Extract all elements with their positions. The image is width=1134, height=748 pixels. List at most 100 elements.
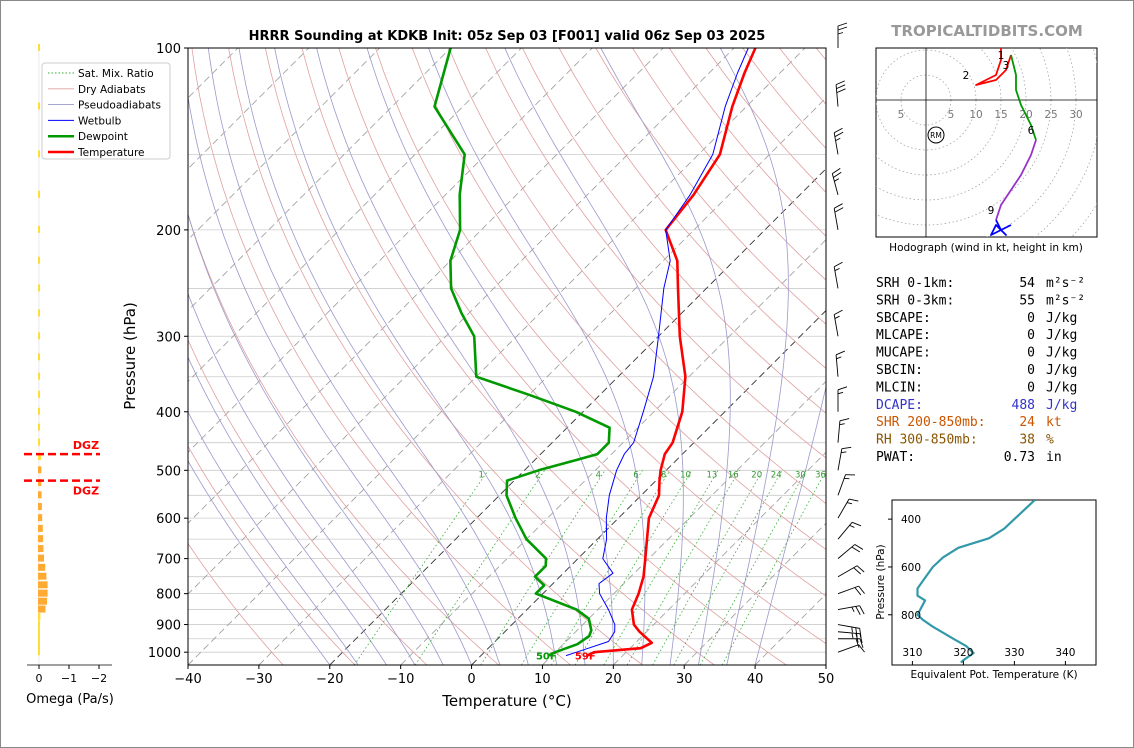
pseudoadiabat-line <box>207 48 501 665</box>
wind-barb <box>837 585 865 596</box>
wind-barb <box>837 498 859 519</box>
legend-label: Wetbulb <box>78 115 122 127</box>
hodo-marker-rm <box>927 126 945 144</box>
pseudoadiabat-line <box>719 48 789 665</box>
isotherm-line <box>188 48 522 383</box>
watermark: TROPICALTIDBITS.COM <box>891 22 1083 40</box>
hodo-trace <box>995 139 1037 221</box>
pseudoadiabat-line <box>504 48 684 665</box>
mixing-ratio-label: 1 <box>478 471 483 481</box>
index-value: 54 <box>1019 276 1035 291</box>
theta-x-tick-label: 310 <box>902 647 922 659</box>
wind-barb-flag <box>835 80 845 86</box>
wind-barb-half-flag <box>839 423 845 426</box>
dry-adiabat-line <box>188 445 356 665</box>
theta-e-xlabel: Equivalent Pot. Temperature (K) <box>910 669 1077 681</box>
wind-barb-half-flag <box>851 606 855 612</box>
y-tick-label: 900 <box>156 619 181 634</box>
wind-barb-shaft <box>837 644 859 653</box>
index-label: MLCIN: <box>876 380 923 395</box>
mixing-ratio-line <box>673 470 783 665</box>
wind-barb <box>837 631 863 643</box>
omega-bar <box>38 372 40 380</box>
y-tick-label: 200 <box>156 224 181 239</box>
hodo-ring-label: 25 <box>1044 109 1057 121</box>
hodo-ring-label: 5 <box>898 109 905 121</box>
wind-barb-flag <box>851 546 861 553</box>
mixing-ratio-label: 30 <box>795 471 806 481</box>
wind-barb-flag <box>855 627 858 638</box>
wind-barb <box>837 605 865 615</box>
omega-bar <box>38 620 40 628</box>
theta-x-tick-label: 340 <box>1055 647 1075 659</box>
pseudoadiabat-line <box>188 292 416 665</box>
legend-label: Temperature <box>77 147 145 159</box>
theta-e-panel: 310 320 330 340 400 600 800 <box>888 499 1097 666</box>
x-tick-label: −10 <box>387 672 414 687</box>
index-unit: m²s⁻² <box>1046 293 1085 308</box>
pseudoadiabat-line <box>188 94 472 665</box>
wind-barb-flag <box>835 350 845 356</box>
wind-barb <box>833 127 844 155</box>
wind-barb-flag <box>837 22 848 27</box>
omega-panel: 0 −1 −2 DGZ DGZ <box>24 44 112 685</box>
wind-barb-half-flag <box>844 477 850 480</box>
index-unit: J/kg <box>1046 311 1077 326</box>
x-tick-label: −20 <box>316 672 343 687</box>
isotherm-line <box>188 48 806 665</box>
dgz-bottom-label: DGZ <box>73 485 99 498</box>
wind-barb <box>837 418 850 443</box>
hodo-height-label: 9 <box>988 205 995 217</box>
wind-barb-flag <box>836 84 846 90</box>
wind-barb-shaft <box>837 420 841 443</box>
omega-bar <box>38 150 40 158</box>
theta-e-ylabel: Pressure (hPa) <box>875 544 887 619</box>
index-value: 0 <box>1027 380 1035 395</box>
hodo-height-label: 3 <box>1003 60 1010 72</box>
wind-barb-flag <box>858 644 865 653</box>
isotherm-line <box>188 48 380 241</box>
wind-barb-half-flag <box>846 502 853 505</box>
x-tick-label: 40 <box>747 672 764 687</box>
dgz-top-label: DGZ <box>73 439 99 452</box>
omega-bar <box>38 102 40 110</box>
wind-barb-flag <box>859 605 865 615</box>
dry-adiabat-line <box>522 48 826 414</box>
index-label: SBCAPE: <box>876 311 931 326</box>
dry-adiabat-line <box>375 48 826 597</box>
wind-barb-half-flag <box>837 391 844 395</box>
mixing-ratio-label: 8 <box>661 471 666 481</box>
hodo-trace <box>975 48 1012 86</box>
wind-barb-flag <box>836 88 846 94</box>
series-wetbulb-line <box>565 48 749 657</box>
index-unit: % <box>1046 433 1054 448</box>
index-label: SHR 200-850mb: <box>876 415 986 430</box>
hodo-ring-label: 10 <box>969 109 982 121</box>
omega-bar <box>38 491 42 499</box>
y-tick-label: 1000 <box>148 646 181 661</box>
index-unit: J/kg <box>1046 398 1077 413</box>
omega-bar <box>38 581 48 589</box>
skewt-xlabel: Temperature (°C) <box>441 692 571 710</box>
pseudoadiabat-line <box>316 48 586 665</box>
index-label: SRH 0-3km: <box>876 293 954 308</box>
wind-barb-flag <box>848 498 859 502</box>
wind-barb-flag <box>845 474 856 476</box>
pseudoadiabat-line <box>188 356 387 665</box>
dry-adiabat-line <box>411 48 826 551</box>
wind-barb <box>833 309 843 337</box>
wind-barb-shaft <box>837 522 853 540</box>
wind-barb-flag <box>856 565 865 573</box>
wind-barb <box>833 261 843 289</box>
omega-bar <box>38 514 43 522</box>
omega-bar <box>38 613 41 621</box>
wind-barb-flag <box>833 309 843 316</box>
omega-bar <box>38 438 40 446</box>
wind-barb-flag <box>833 203 843 209</box>
mixing-ratio-label: 4 <box>596 471 601 481</box>
series-temperature-line <box>586 48 757 657</box>
mixing-ratio-label: 36 <box>815 471 826 481</box>
wind-barb-flag <box>859 638 864 648</box>
legend-label: Pseudoadiabats <box>78 100 161 112</box>
omega-bar <box>38 44 40 51</box>
